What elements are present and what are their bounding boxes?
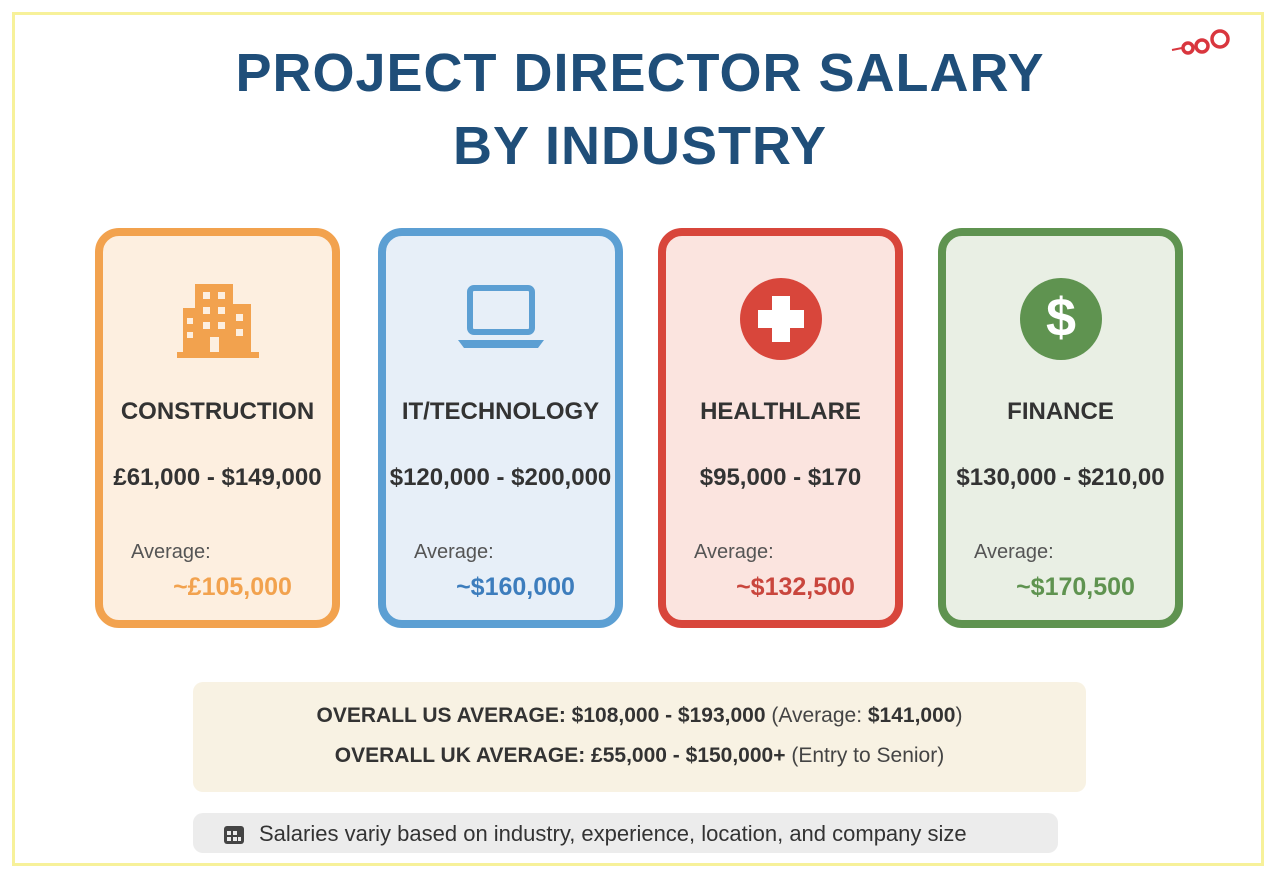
industry-card: $ FINANCE $130,000 - $210,00 Average: ~$170,… xyxy=(938,228,1183,628)
average-value: ~$132,500 xyxy=(736,573,855,601)
summary-text: (Average: xyxy=(771,704,868,727)
industry-name: HEALTHLARE xyxy=(700,398,861,425)
summary-text: OVERALL US AVERAGE: $108,000 - $193,000 xyxy=(316,704,772,727)
industry-icon xyxy=(103,274,332,369)
summary-line: OVERALL US AVERAGE: $108,000 - $193,000 … xyxy=(193,704,1086,728)
summary-text: OVERALL UK AVERAGE: £55,000 - $150,000+ xyxy=(334,744,792,767)
average-value: ~£105,000 xyxy=(173,573,292,601)
icon xyxy=(457,285,544,348)
icon xyxy=(176,284,259,358)
summary-box: OVERALL US AVERAGE: $108,000 - $193,000 … xyxy=(193,682,1086,792)
industry-name: CONSTRUCTION xyxy=(120,398,315,425)
salary-range: $120,000 - $200,000 xyxy=(389,464,612,491)
frame xyxy=(12,12,1264,866)
industry-name: IT/TECHNOLOGY xyxy=(401,398,600,425)
footnote-box: Salaries variy based on industry, experi… xyxy=(193,813,1058,853)
summary-line: OVERALL UK AVERAGE: £55,000 - $150,000+ … xyxy=(193,744,1086,768)
icon: $ xyxy=(1019,278,1102,360)
average-label: Average: xyxy=(414,541,494,563)
summary-text: $141,000 xyxy=(867,704,956,727)
summary-text: ) xyxy=(955,704,963,727)
industry-icon xyxy=(666,274,895,369)
industry-icon: $ xyxy=(946,274,1175,369)
industry-card: HEALTHLARE $95,000 - $170 Average: ~$132,50… xyxy=(658,228,903,628)
salary-range: $130,000 - $210,00 xyxy=(956,464,1165,491)
average-label: Average: xyxy=(694,541,774,563)
calendar-icon xyxy=(224,826,244,844)
summary-text: (Entry to Senior) xyxy=(791,744,945,767)
salary-range: £61,000 - $149,000 xyxy=(113,464,322,491)
title: BY INDUSTRY xyxy=(452,116,828,176)
average-value: ~$160,000 xyxy=(456,573,575,601)
footnote: Salaries variy based on industry, experi… xyxy=(259,821,967,846)
average-value: ~$170,500 xyxy=(1016,573,1135,601)
icon xyxy=(739,278,822,360)
title: PROJECT DIRECTOR SALARY xyxy=(235,43,1045,103)
logo xyxy=(1171,29,1230,55)
industry-icon xyxy=(386,274,615,369)
salary-range: $95,000 - $170 xyxy=(699,464,862,491)
average-label: Average: xyxy=(131,541,211,563)
svg-text:$: $ xyxy=(1045,287,1075,347)
industry-card: CONSTRUCTION £61,000 - $149,000 Average: ~£… xyxy=(95,228,340,628)
industry-card: IT/TECHNOLOGY $120,000 - $200,000 Average:… xyxy=(378,228,623,628)
industry-name: FINANCE xyxy=(1007,398,1114,425)
average-label: Average: xyxy=(974,541,1054,563)
